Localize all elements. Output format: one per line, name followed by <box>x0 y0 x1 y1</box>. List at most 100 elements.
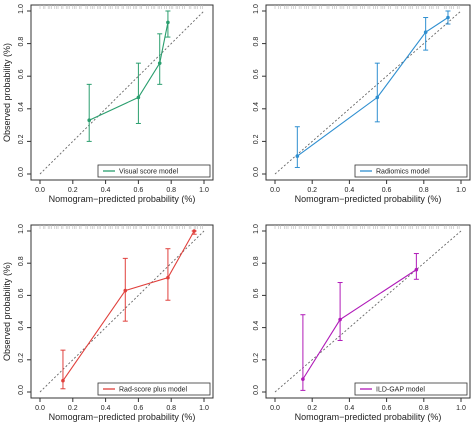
rug-marks <box>39 225 203 229</box>
x-tick-label: 0.2 <box>307 187 317 194</box>
data-point <box>295 154 300 158</box>
series-line <box>62 230 195 382</box>
x-tick-label: 0.6 <box>382 405 392 412</box>
data-point <box>123 288 128 293</box>
plot-frame <box>265 4 471 181</box>
y-tick-label: 0.0 <box>18 167 25 177</box>
data-point <box>423 30 428 34</box>
y-axis-label: Observed probability (%) <box>2 43 12 142</box>
ideal-diagonal-line <box>274 230 462 393</box>
y-tick-label: 0.2 <box>18 353 25 363</box>
data-point <box>166 20 170 25</box>
data-point <box>157 61 162 65</box>
plot-frame <box>265 224 471 399</box>
series-line <box>88 22 169 121</box>
data-point <box>61 378 65 383</box>
series-1: Radiomics model <box>294 10 468 178</box>
y-tick-label: 0.4 <box>18 321 25 331</box>
y-tick-label: 0.6 <box>18 69 25 79</box>
data-point <box>87 118 91 123</box>
y-tick-label: 0.8 <box>18 256 25 266</box>
legend-box <box>97 382 211 396</box>
rug-marks <box>274 5 460 9</box>
x-axis-label: Nomogram−predicted probability (%) <box>49 194 196 204</box>
x-tick-label: 0.2 <box>68 405 78 412</box>
data-point <box>301 377 305 381</box>
panel-3: 0.0 0.2 0.4 0.6 0.8 1.00.00.20.40.60.81.0Nomo… <box>2 224 214 422</box>
x-tick-label: 0.4 <box>101 405 111 412</box>
x-tick-label: 0.8 <box>419 187 429 194</box>
x-tick-label: 0.8 <box>166 187 176 194</box>
x-axis-label: Nomogram−predicted probability (%) <box>295 194 442 204</box>
legend-label: Rad-score plus model <box>119 387 188 394</box>
series-1: ILD-GAP model <box>300 253 468 396</box>
legend: ILD-GAP model <box>354 382 468 396</box>
x-tick-label: 1.0 <box>199 405 209 412</box>
y-tick-label: 0.2 <box>253 353 260 363</box>
y-tick-label: 0.6 <box>18 288 25 298</box>
legend: Radiomics model <box>354 164 468 178</box>
series-line <box>302 269 417 380</box>
legend-label: Visual score model <box>119 169 178 176</box>
legend-box <box>97 164 211 178</box>
x-tick-label: 1.0 <box>199 187 209 194</box>
data-point <box>375 95 380 100</box>
plot-frame <box>30 4 214 181</box>
x-tick-label: 0.6 <box>134 187 144 194</box>
y-tick-label: 0.4 <box>253 321 260 331</box>
y-tick-label: 1.0 <box>18 224 25 234</box>
y-tick-label: 0.4 <box>18 102 25 112</box>
x-tick-label: 0.0 <box>270 187 280 194</box>
data-point <box>166 275 170 280</box>
x-tick-label: 0.4 <box>345 405 355 412</box>
y-axis-label: Observed probability (%) <box>2 262 12 361</box>
y-tick-label: 0.4 <box>253 102 260 112</box>
x-tick-label: 0.2 <box>68 187 78 194</box>
x-axis-label: Nomogram−predicted probability (%) <box>49 412 196 422</box>
x-tick-label: 0.0 <box>35 405 45 412</box>
rug-marks <box>274 225 460 229</box>
ideal-diagonal-line <box>39 10 205 175</box>
y-tick-label: 0.8 <box>253 256 260 266</box>
ideal-diagonal-line <box>274 10 462 175</box>
x-tick-label: 0.4 <box>345 187 355 194</box>
y-tick-label: 0.6 <box>253 69 260 79</box>
x-tick-label: 0.6 <box>382 187 392 194</box>
x-tick-label: 0.6 <box>134 405 144 412</box>
x-axis-label: Nomogram−predicted probability (%) <box>295 412 442 422</box>
series-1: Rad-score plus model <box>60 229 211 396</box>
data-point <box>414 267 419 272</box>
y-tick-label: 0.0 <box>253 385 260 395</box>
data-point <box>446 15 450 20</box>
x-tick-label: 0.8 <box>166 405 176 412</box>
y-tick-label: 0.2 <box>18 134 25 144</box>
series-line <box>296 17 449 157</box>
rug-marks <box>39 5 203 9</box>
y-tick-label: 0.0 <box>18 385 25 395</box>
data-point <box>192 229 196 233</box>
plot-frame <box>30 224 214 399</box>
data-point <box>338 317 342 322</box>
panel-2: 0.0 0.2 0.4 0.6 0.8 1.0 0.0 0.2 0.4 0.6 0.8 1.0 Nomo… <box>253 4 471 204</box>
y-tick-label: 0.2 <box>253 134 260 144</box>
legend: Rad-score plus model <box>97 382 211 396</box>
series-1: Visual score model <box>86 10 211 178</box>
x-tick-label: 1.0 <box>456 405 466 412</box>
x-tick-label: 0.4 <box>101 187 111 194</box>
x-tick-label: 0.0 <box>35 187 45 194</box>
y-tick-label: 0.8 <box>18 37 25 47</box>
x-tick-label: 0.2 <box>307 405 317 412</box>
y-tick-label: 1.0 <box>253 4 260 14</box>
data-point <box>136 95 141 100</box>
panel-1: 0.0 0.2 0.4 0.6 0.8 1.00.00.20.40.60.81.0Nomo… <box>2 4 214 204</box>
y-tick-label: 0.0 <box>253 167 260 177</box>
legend: Visual score model <box>97 164 211 178</box>
y-tick-label: 0.6 <box>253 288 260 298</box>
x-tick-label: 0.8 <box>419 405 429 412</box>
panel-4: 0.0 0.2 0.4 0.6 0.8 1.0 0.0 0.2 0.4 0.6 0.8 1.0 Nomo… <box>253 224 471 422</box>
x-tick-label: 0.0 <box>270 405 280 412</box>
x-tick-label: 1.0 <box>456 187 466 194</box>
legend-box <box>354 382 468 396</box>
y-tick-label: 1.0 <box>253 224 260 234</box>
legend-box <box>354 164 468 178</box>
